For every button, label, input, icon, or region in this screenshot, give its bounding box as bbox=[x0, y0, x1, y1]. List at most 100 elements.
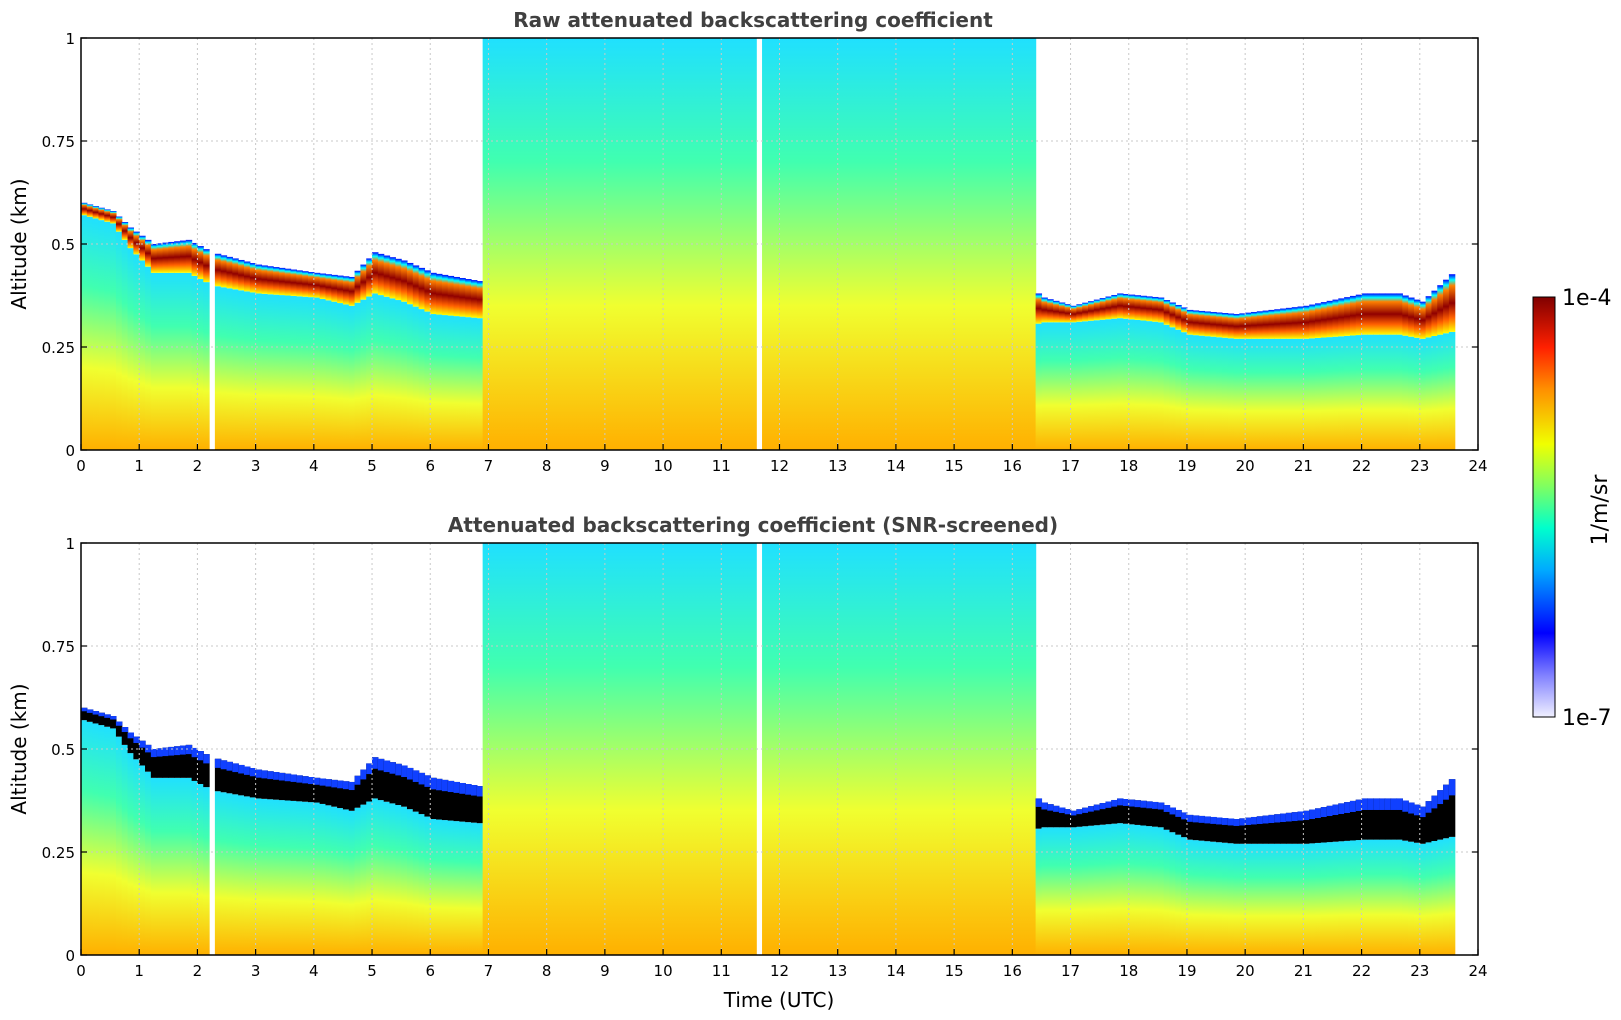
cloud-layer-cell bbox=[104, 714, 111, 727]
cloud-layer-cell bbox=[1384, 293, 1392, 335]
heatmap-column bbox=[482, 543, 490, 955]
heatmap-column bbox=[1221, 337, 1229, 450]
cloud-layer-cell bbox=[1053, 805, 1060, 828]
cloud-top-edge-cell bbox=[1396, 798, 1403, 810]
cloud-top-edge-cell bbox=[1035, 798, 1043, 807]
cloud-top-edge-cell bbox=[290, 774, 297, 782]
heatmap-column bbox=[639, 38, 647, 450]
cloud-top-edge-cell bbox=[81, 707, 88, 712]
heatmap-column bbox=[406, 809, 414, 955]
heatmap-column bbox=[1216, 842, 1223, 955]
heatmap-column bbox=[1443, 333, 1450, 450]
gridlines bbox=[81, 543, 1478, 955]
heatmap-column bbox=[92, 218, 100, 450]
heatmap-column bbox=[325, 300, 332, 450]
y-tick-label: 0 bbox=[65, 947, 75, 965]
heatmap-column bbox=[610, 38, 618, 450]
heatmap-column bbox=[1274, 338, 1281, 450]
heatmap-column bbox=[121, 239, 129, 450]
cloud-top-edge-cell bbox=[86, 709, 94, 713]
cloud-layer-cell bbox=[1070, 810, 1077, 828]
heatmap-column bbox=[511, 543, 519, 955]
cloud-layer-cell bbox=[319, 273, 327, 299]
heatmap-column bbox=[692, 543, 699, 955]
heatmap-column bbox=[1035, 323, 1043, 450]
heatmap-column bbox=[348, 305, 356, 450]
cloud-top-edge-cell bbox=[243, 766, 251, 775]
cloud-top-edge-cell bbox=[389, 762, 396, 774]
y-axis-ticks: 0 0.25 0.5 0.75 1 bbox=[42, 30, 1478, 460]
cloud-layer-cell bbox=[185, 239, 193, 273]
cloud-layer-cell bbox=[238, 259, 245, 291]
heatmap-column bbox=[820, 543, 827, 955]
cloud-top-edge-cell bbox=[1041, 802, 1048, 810]
heatmap-column bbox=[348, 810, 356, 955]
cloud-top-edge-cell bbox=[115, 721, 123, 726]
heatmap-column bbox=[1006, 38, 1013, 450]
heatmap-column bbox=[1157, 827, 1165, 955]
heatmap-column bbox=[942, 38, 949, 450]
cloud-layer-cell bbox=[1140, 295, 1147, 321]
heatmap-column bbox=[890, 543, 897, 955]
y-tick-label: 0.25 bbox=[42, 339, 75, 357]
heatmap-column bbox=[901, 38, 909, 450]
heatmap-column bbox=[267, 294, 274, 450]
cloud-top-edge-cell bbox=[1105, 801, 1112, 808]
cloud-top-edge-cell bbox=[121, 727, 129, 733]
cloud-layer-cell bbox=[203, 249, 210, 283]
heatmap-column bbox=[476, 823, 484, 955]
cloud-layer-cell bbox=[1355, 294, 1363, 336]
heatmap-column bbox=[1221, 842, 1229, 955]
cloud-layer-cell bbox=[441, 274, 449, 316]
cloud-layer-cell bbox=[1099, 298, 1107, 320]
heatmap-column bbox=[1204, 841, 1211, 955]
heatmap-column bbox=[907, 543, 914, 955]
heatmap-column bbox=[156, 272, 164, 450]
cloud-layer-cell bbox=[389, 257, 396, 299]
cloud-top-edge-cell bbox=[325, 779, 332, 787]
heatmap-column bbox=[1163, 324, 1171, 450]
heatmap-column bbox=[657, 38, 664, 450]
heatmap-column bbox=[1192, 840, 1200, 955]
heatmap-column bbox=[290, 295, 297, 450]
cloud-top-edge-cell bbox=[1443, 784, 1450, 800]
cloud-layer-cell bbox=[92, 711, 100, 724]
heatmap-column bbox=[831, 543, 839, 955]
cloud-layer-cell bbox=[1315, 808, 1322, 843]
heatmap-column bbox=[1262, 338, 1270, 450]
cloud-layer-cell bbox=[1070, 305, 1077, 323]
heatmap-column bbox=[959, 38, 967, 450]
heatmap-column bbox=[1105, 319, 1112, 450]
cloud-layer-cell bbox=[1402, 295, 1409, 336]
cloud-top-edge-cell bbox=[1344, 802, 1351, 813]
heatmap-column bbox=[517, 38, 524, 450]
cloud-layer-cell bbox=[81, 202, 88, 216]
heatmap-column bbox=[622, 38, 629, 450]
heatmap-column bbox=[791, 543, 798, 955]
heatmap-column bbox=[1053, 322, 1060, 450]
x-tick-label: 2 bbox=[193, 457, 203, 475]
heatmap-column bbox=[296, 801, 303, 955]
heatmap-column bbox=[965, 38, 973, 450]
cloud-layer-cell bbox=[1245, 817, 1252, 844]
cloud-layer-cell bbox=[243, 766, 251, 797]
heatmap-column bbox=[214, 286, 222, 450]
cloud-layer-cell bbox=[1192, 815, 1200, 841]
cloud-top-edge-cell bbox=[203, 754, 210, 764]
cloud-layer-cell bbox=[1361, 798, 1369, 840]
cloud-layer-cell bbox=[185, 744, 193, 778]
x-tick-label: 4 bbox=[309, 962, 319, 980]
heatmap-column bbox=[1332, 336, 1339, 450]
cloud-layer-cell bbox=[261, 265, 268, 294]
x-tick-label: 20 bbox=[1236, 457, 1255, 475]
cloud-layer-cell bbox=[342, 276, 350, 305]
cloud-layer-cell bbox=[441, 779, 449, 821]
cloud-layer-cell bbox=[191, 747, 199, 781]
cloud-top-edge-cell bbox=[1146, 801, 1153, 809]
x-tick-label: 13 bbox=[828, 457, 847, 475]
heatmap-column bbox=[1326, 337, 1334, 450]
heatmap-column bbox=[436, 314, 443, 450]
cloud-layer-cell bbox=[331, 274, 338, 302]
x-tick-label: 22 bbox=[1352, 457, 1371, 475]
heatmap-column bbox=[1186, 839, 1194, 955]
